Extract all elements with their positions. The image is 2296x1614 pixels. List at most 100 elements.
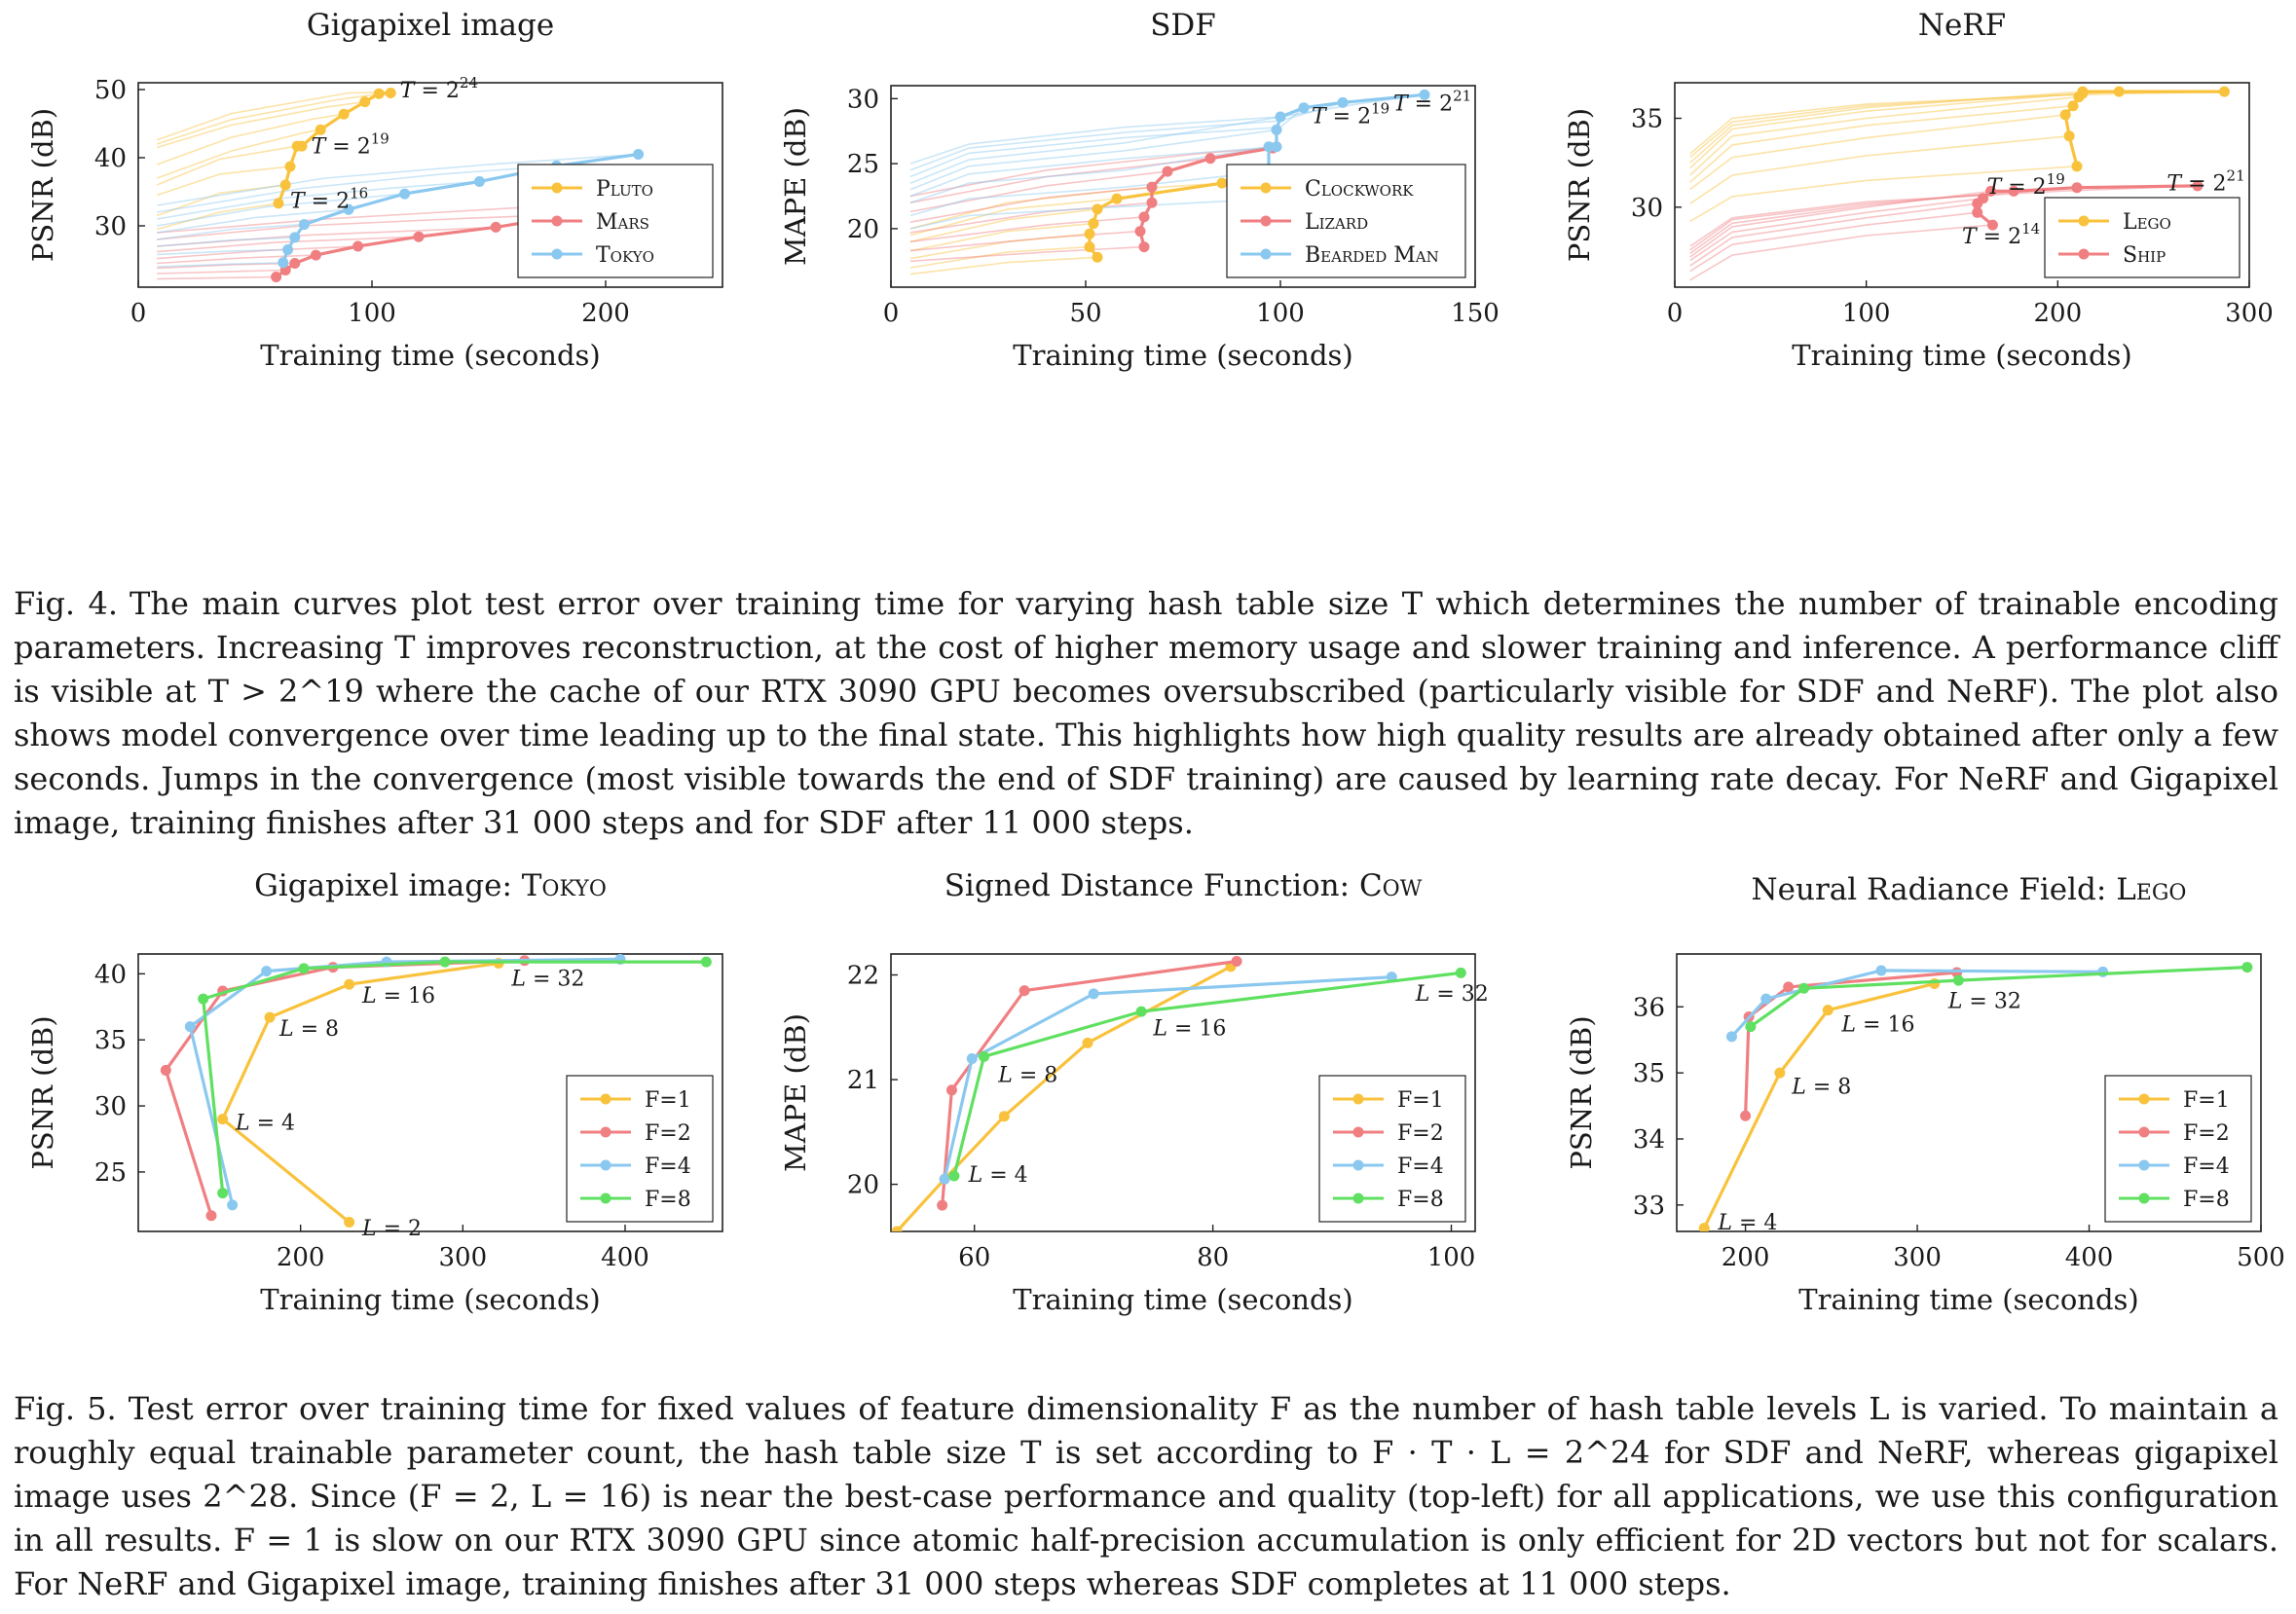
x-tick-label: 200 [581,299,630,328]
series-line-f-1 [220,961,500,1224]
chart-title-main: NeRF [1918,8,2006,43]
annotation-eq: = 2 [2188,171,2226,196]
data-point-ship [2008,185,2019,197]
data-point-f-8 [1798,982,1810,994]
data-point-mars [490,221,501,233]
plot-frame [137,82,723,288]
chart-title: Gigapixel image: Tokyo [254,868,607,903]
convergence-curve-blue [157,208,350,234]
annotation-label: T = 216 [290,184,368,213]
plot-frame [137,953,723,1232]
chart-nerf-svg: NeRF 0 100 200 300 30 35 Training time (seconds… [1563,8,2274,372]
data-point-f-8 [1455,967,1466,978]
y-tick-label: 36 [1633,993,1665,1022]
data-point-pluto [279,179,291,191]
chart-title: Neural Radiance Field: Lego [1752,872,2187,907]
data-point-f-1 [998,1111,1010,1122]
data-point-f-1 [1082,1037,1093,1048]
data-point-ship [1986,219,1998,231]
data-point-lego [2113,86,2125,97]
chart-title-main: Signed Distance Function: [944,868,1359,903]
convergence-curve-red [1689,190,2015,254]
convergence-curve-yellow [1689,92,2083,169]
convergence-curve-yellow [156,145,298,186]
annotation-var: L [1717,1211,1739,1235]
data-point-f-8 [700,956,712,968]
convergence-curve-red [1689,224,1993,281]
annotation-eq: = 2 [1983,225,2021,249]
series-line-pluto [277,91,391,204]
series-line-f-1 [1702,981,1936,1229]
annotation-eq: = 2 [421,79,459,103]
annotation-eq: = 32 [1969,990,2020,1014]
convergence-curve-blue [157,237,295,247]
convergence-curve-red [909,245,1145,263]
annotation-eq: = 2 [312,189,350,213]
y-tick-label: 30 [1631,194,1663,223]
data-point-pluto [273,198,284,209]
data-point-f-4 [261,966,273,977]
convergence-curve-blue [157,180,480,220]
convergence-curve-red [157,275,277,280]
data-point-f-1 [1698,1223,1710,1231]
annotation-var: L [997,1064,1019,1088]
chart-title-sc: Tokyo [522,868,607,903]
data-point-tokyo [298,219,310,231]
annotation-sup: 21 [2227,166,2245,184]
annotation-label: L = 8 [278,1017,339,1042]
y-tick-label: 30 [94,212,127,241]
convergence-curve-red [1689,190,1991,258]
annotation-label: T = 221 [2166,166,2244,196]
x-tick-label: 400 [2065,1243,2114,1272]
convergence-curve-red [909,186,1153,223]
data-point-f-1 [217,1114,229,1125]
annotation-eq: = 32 [533,967,584,991]
data-point-f-4 [184,1021,196,1033]
annotation-eq: = 2 [1333,105,1371,129]
x-axis-label: Training time (seconds) [1798,1283,2139,1316]
convergence-curve-yellow [1689,91,2225,155]
annotation-var: L [968,1163,990,1188]
convergence-curve-red [909,202,1153,234]
data-point-f-8 [298,963,310,974]
convergence-curve-yellow [909,233,1091,260]
legend-label-f-4: F=4 [2183,1155,2230,1179]
legend-marker-clockwork [1260,182,1272,194]
legend-label-f-4: F=4 [645,1155,691,1179]
data-point-f-2 [160,1064,171,1076]
legend-label-f-2: F=2 [1397,1121,1444,1146]
legend-marker-ship [2078,248,2090,260]
annotation-label: L = 16 [1152,1016,1226,1041]
convergence-curve-red [157,262,295,270]
data-point-f-4 [966,1053,978,1065]
data-point-f-1 [264,1011,276,1023]
convergence-curve-red [157,226,497,247]
annotation-label: L = 16 [361,984,435,1009]
convergence-curve-blue [909,170,1270,217]
y-axis-label: PSNR (dB) [26,1015,59,1169]
annotation-label: L = 32 [510,967,584,991]
convergence-curve-yellow [156,92,382,145]
x-tick-label: 60 [958,1243,990,1272]
data-point-f-1 [1774,1067,1786,1079]
x-axis-label: Training time (seconds) [260,1283,601,1316]
annotation-var: T [290,189,312,213]
annotation-var: L [1152,1016,1174,1041]
data-point-bearded-man [1419,89,1430,100]
data-point-f-8 [2241,962,2253,973]
legend-label-lego: Lego [2123,210,2171,235]
chart-title-sc: Lego [2116,872,2186,907]
legend-marker-f-1 [1352,1093,1364,1105]
x-tick-label: 200 [1722,1243,1770,1272]
convergence-curve-blue [157,165,557,213]
convergence-curve-blue [909,146,1270,203]
legend-marker-pluto [551,182,563,194]
legend-label-pluto: Pluto [596,177,653,202]
annotation-var: T [2166,171,2188,196]
annotation-var: L [1791,1076,1813,1100]
figure4-caption-text: The main curves plot test error over tra… [14,585,2279,841]
data-point-lego [2059,109,2071,121]
data-point-mars [352,240,364,252]
data-point-f-4 [1760,993,1772,1005]
convergence-curve-yellow [1689,165,2078,223]
